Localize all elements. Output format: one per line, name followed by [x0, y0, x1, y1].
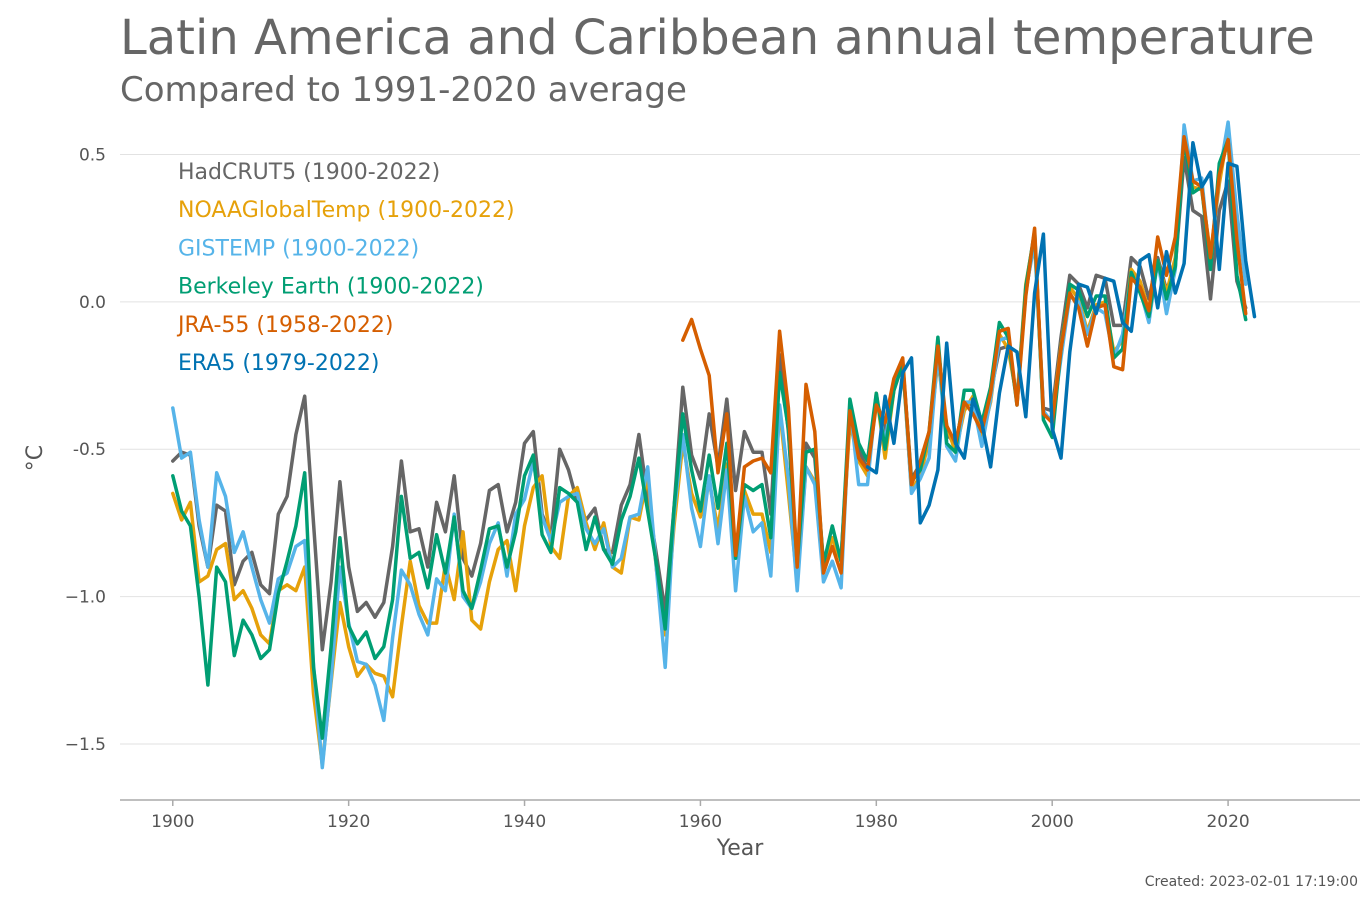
legend-item-noaaglobaltemp: NOAAGlobalTemp (1900-2022): [178, 198, 515, 223]
y-tick-label: -0.5: [73, 440, 106, 460]
legend-item-berkeley: Berkeley Earth (1900-2022): [178, 275, 484, 300]
y-tick-label: 0.0: [79, 293, 106, 313]
x-axis-title: Year: [716, 836, 765, 861]
legend: HadCRUT5 (1900-2022) NOAAGlobalTemp (1900…: [176, 160, 515, 376]
legend-item-era5: ERA5 (1979-2022): [178, 351, 379, 376]
series-line-noaaglobaltemp: [171, 129, 1248, 767]
x-tick-label: 1900: [151, 812, 194, 832]
series-line-era5: [865, 140, 1257, 525]
x-tick-label: 2000: [1031, 812, 1074, 832]
y-tick-label: 0.5: [79, 145, 106, 165]
legend-item-gistemp: GISTEMP (1900-2022): [178, 236, 419, 261]
y-tick-label: −1.0: [65, 588, 106, 608]
chart-title: Latin America and Caribbean annual tempe…: [120, 10, 1315, 66]
series-lines: [171, 120, 1257, 770]
x-tick-label: 1960: [679, 812, 722, 832]
x-tick-label: 1920: [327, 812, 370, 832]
y-tick-label: −1.5: [65, 735, 106, 755]
series-line-jra-55: [681, 135, 1248, 575]
x-axis-ticks: 1900 1920 1940 1960 1980 2000 2020: [151, 800, 1250, 832]
legend-item-hadcrut5: HadCRUT5 (1900-2022): [178, 160, 440, 185]
y-axis-ticks: 0.5 0.0 -0.5 −1.0 −1.5: [65, 145, 106, 755]
x-tick-label: 2020: [1206, 812, 1249, 832]
legend-item-jra-55: JRA-55 (1958-2022): [176, 313, 393, 338]
series-line-hadcrut5: [171, 155, 1248, 652]
x-tick-label: 1940: [503, 812, 546, 832]
y-axis-title: °C: [23, 445, 48, 471]
created-timestamp: Created: 2023-02-01 17:19:00: [1144, 874, 1358, 890]
x-tick-label: 1980: [855, 812, 898, 832]
chart-subtitle: Compared to 1991-2020 average: [120, 70, 687, 110]
